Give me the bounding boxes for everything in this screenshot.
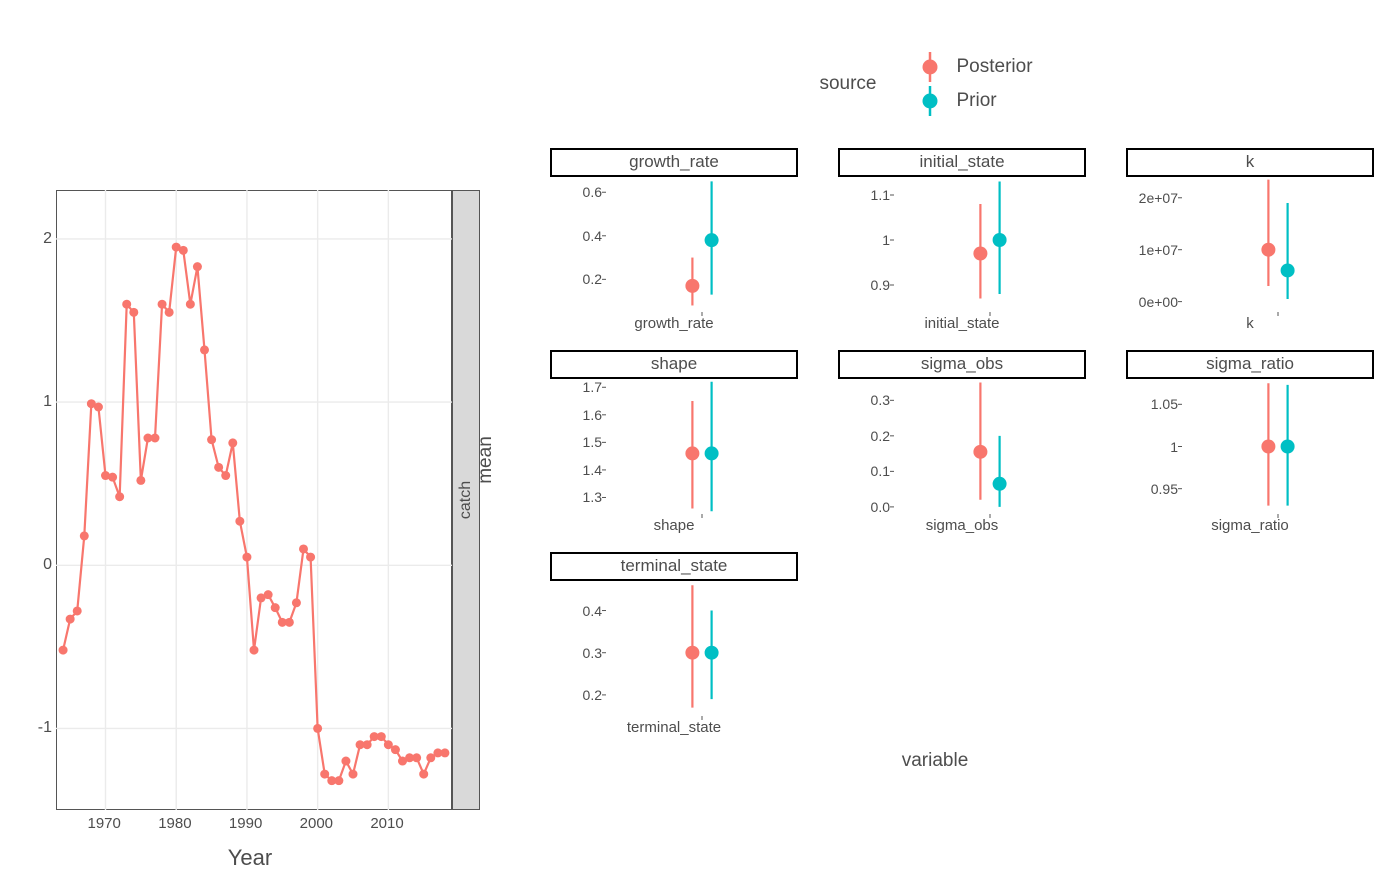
facet-y-tick: 1.6 (583, 407, 602, 423)
facet-title: initial_state (838, 148, 1086, 177)
timeseries-y-tick: -1 (38, 719, 52, 737)
timeseries-panel: -1012 catch 19701980199020002010 Year (20, 20, 490, 845)
facet-y-tick: 2e+07 (1139, 190, 1178, 206)
facet-plot-area (606, 379, 798, 514)
facet-plot-area (894, 379, 1086, 514)
facet-y-tick: 0.4 (583, 603, 602, 619)
legend-title: source (819, 73, 876, 95)
facet-x-label: growth_rate (550, 315, 798, 332)
facet-y-tick: 0.1 (871, 463, 890, 479)
facets-x-title: variable (490, 750, 1380, 772)
timeseries-x-tick: 2010 (370, 815, 403, 832)
facet-y-tick: 0e+00 (1139, 294, 1178, 310)
facet-title: growth_rate (550, 148, 798, 177)
timeseries-x-axis: 1970 1980 1990 2000 2010 (20, 815, 480, 835)
facet-plot-area (894, 177, 1086, 312)
facet-y-tick: 1.3 (583, 489, 602, 505)
timeseries-y-tick: 2 (43, 230, 52, 248)
facet-y-tick: 1.5 (583, 434, 602, 450)
facet-plot-area (606, 581, 798, 716)
facet-sigma_ratio: sigma_ratio 0.95 1 1.05 sigma_ratio (1126, 350, 1374, 534)
facets-panel: source Posterior Prior mean growth_rate0… (490, 20, 1380, 845)
facet-y-tick: 0.9 (871, 277, 890, 293)
facet-y-tick: 1.7 (583, 379, 602, 395)
timeseries-strip-label: catch (457, 481, 475, 519)
legend: source Posterior Prior (490, 50, 1380, 118)
facet-y-axis: 0.2 0.3 0.4 (550, 581, 606, 716)
facet-y-axis: 0.0 0.1 0.2 0.3 (838, 379, 894, 514)
facet-y-tick: 0.0 (871, 499, 890, 515)
root-container: -1012 catch 19701980199020002010 Year so… (20, 20, 1380, 845)
timeseries-facet-strip: catch (452, 190, 480, 810)
facet-y-tick: 0.4 (583, 228, 602, 244)
facet-x-label: terminal_state (550, 719, 798, 736)
facet-title: k (1126, 148, 1374, 177)
legend-swatch-icon (913, 50, 947, 84)
legend-swatch-icon (913, 84, 947, 118)
facet-y-tick: 1e+07 (1139, 242, 1178, 258)
timeseries-x-tick: 2000 (300, 815, 333, 832)
facet-shape: shape1.31.41.51.61.7shape (550, 350, 798, 534)
legend-item-posterior: Posterior (913, 50, 1033, 84)
timeseries-plot-area (56, 190, 452, 810)
facet-y-tick: 0.95 (1151, 481, 1178, 497)
facet-y-tick: 0.2 (583, 271, 602, 287)
timeseries-y-tick: 0 (43, 556, 52, 574)
timeseries-x-tick: 1980 (158, 815, 191, 832)
facet-k: k 0e+00 1e+07 2e+07 k (1126, 148, 1374, 332)
facet-y-axis: 0.2 0.4 0.6 (550, 177, 606, 312)
facet-title: sigma_obs (838, 350, 1086, 379)
facet-plot-area (606, 177, 798, 312)
facet-y-tick: 1.1 (871, 187, 890, 203)
facet-title: terminal_state (550, 552, 798, 581)
facet-y-axis: 0.95 1 1.05 (1126, 379, 1182, 514)
facet-x-label: sigma_ratio (1126, 517, 1374, 534)
facet-y-tick: 1.05 (1151, 396, 1178, 412)
facet-sigma_obs: sigma_obs 0.0 0.1 0.2 0.3 sigma_obs (838, 350, 1086, 534)
timeseries-wrap: -1 0 1 2 catch (20, 190, 480, 810)
facet-x-label: sigma_obs (838, 517, 1086, 534)
facet-y-tick: 0.2 (583, 687, 602, 703)
facet-x-label: shape (550, 517, 798, 534)
facet-y-tick: 0.2 (871, 428, 890, 444)
facet-plot-area (1182, 177, 1374, 312)
timeseries-y-axis: -1 0 1 2 (20, 190, 56, 810)
facet-x-label: initial_state (838, 315, 1086, 332)
facet-y-tick: 0.3 (871, 392, 890, 408)
facet-growth_rate: growth_rate 0.2 0.4 0.6 growth_rate (550, 148, 798, 332)
facet-y-axis: 1.3 1.4 1.5 1.6 1.7 (550, 379, 606, 514)
timeseries-x-tick: 1970 (88, 815, 121, 832)
facet-title: sigma_ratio (1126, 350, 1374, 379)
facets-grid: growth_rate 0.2 0.4 0.6 growth_rate initial_s… (490, 148, 1380, 736)
facet-y-axis: 0e+00 1e+07 2e+07 (1126, 177, 1182, 312)
facet-y-tick: 1 (1170, 439, 1178, 455)
legend-label: Posterior (957, 56, 1033, 78)
timeseries-y-tick: 1 (43, 393, 52, 411)
timeseries-x-tick: 1990 (229, 815, 262, 832)
facet-terminal_state: terminal_state 0.2 0.3 0.4 terminal_state (550, 552, 798, 736)
facet-initial_state: initial_state 0.9 1 1.1 initial_state (838, 148, 1086, 332)
facet-x-label: k (1126, 315, 1374, 332)
legend-label: Prior (957, 90, 997, 112)
facet-y-axis: 0.9 1 1.1 (838, 177, 894, 312)
legend-item-prior: Prior (913, 84, 1033, 118)
facet-y-tick: 1 (882, 232, 890, 248)
timeseries-x-title: Year (20, 845, 480, 871)
facet-plot-area (1182, 379, 1374, 514)
facet-y-tick: 0.6 (583, 184, 602, 200)
facet-y-tick: 0.3 (583, 645, 602, 661)
facet-title: shape (550, 350, 798, 379)
facet-y-tick: 1.4 (583, 462, 602, 478)
